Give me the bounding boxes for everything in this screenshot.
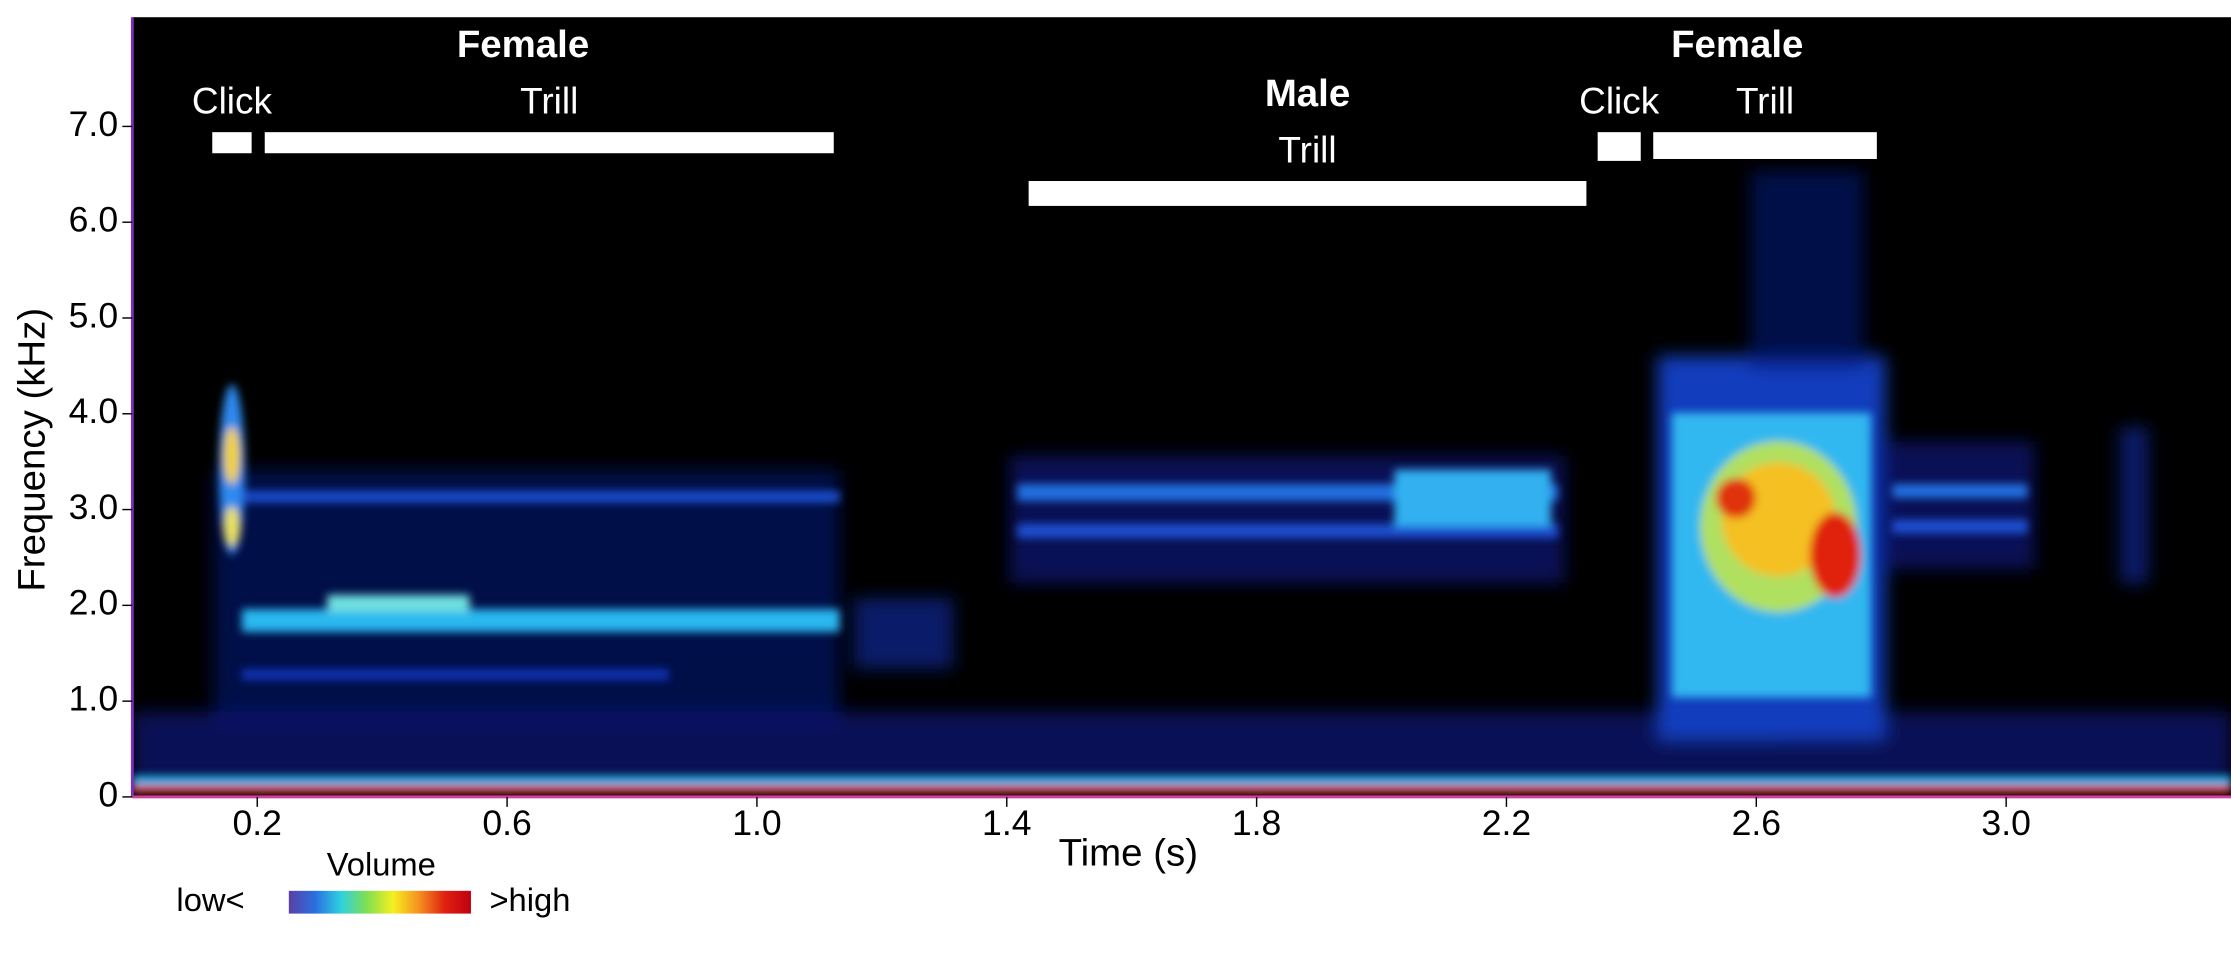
colorbar xyxy=(288,890,471,914)
x-axis-title: Time (s) xyxy=(1059,831,1198,874)
group-label: Male xyxy=(1265,72,1350,115)
call-bar xyxy=(212,132,252,154)
call-label: Click xyxy=(192,80,273,121)
y-tick-label: 2.0 xyxy=(69,583,118,623)
x-tick-label: 2.6 xyxy=(1732,803,1781,843)
call-bar xyxy=(1653,132,1877,159)
y-tick-label: 6.0 xyxy=(69,200,118,240)
group-label: Female xyxy=(457,23,589,66)
call-bar xyxy=(1028,181,1587,206)
call-label: Trill xyxy=(1736,80,1794,121)
x-tick-label: 1.0 xyxy=(732,803,781,843)
y-axis-title: Frequency (kHz) xyxy=(10,308,53,592)
y-tick-label: 1.0 xyxy=(69,679,118,719)
x-tick-label: 2.2 xyxy=(1482,803,1531,843)
y-tick-label: 3.0 xyxy=(69,487,118,527)
call-label: Click xyxy=(1579,80,1660,121)
spectrogram-texture xyxy=(132,170,2231,793)
x-tick-label: 1.8 xyxy=(1232,803,1281,843)
x-tick-label: 1.4 xyxy=(982,803,1031,843)
x-tick-label: 0.2 xyxy=(233,803,282,843)
y-tick-label: 4.0 xyxy=(69,391,118,431)
colorbar-title: Volume xyxy=(327,845,436,882)
y-tick-label: 7.0 xyxy=(69,104,118,144)
call-label: Trill xyxy=(1278,129,1336,170)
y-tick-label: 0 xyxy=(98,774,118,814)
call-bar xyxy=(1597,132,1641,161)
call-label: Trill xyxy=(520,80,578,121)
y-tick-label: 5.0 xyxy=(69,295,118,335)
colorbar-high-label: >high xyxy=(489,881,570,918)
x-tick-label: 0.6 xyxy=(482,803,531,843)
call-bar xyxy=(264,132,834,154)
colorbar-low-label: low< xyxy=(176,881,244,918)
group-label: Female xyxy=(1671,23,1803,66)
x-tick-label: 3.0 xyxy=(1981,803,2030,843)
